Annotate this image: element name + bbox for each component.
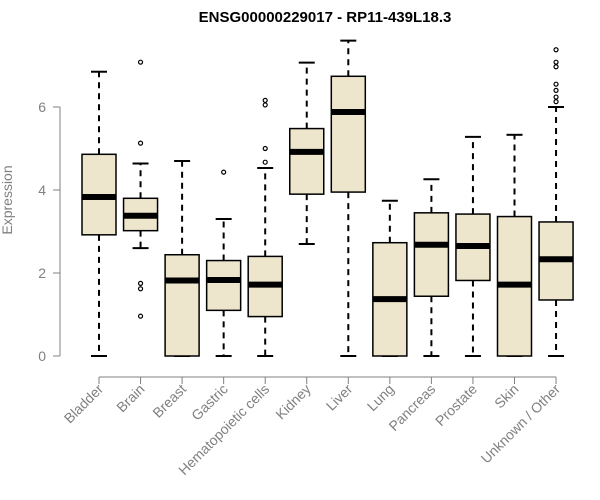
outlier-point <box>553 64 559 70</box>
x-tick-label: Unknown / Other <box>478 381 564 467</box>
y-tick-label: 4 <box>38 182 46 198</box>
chart-title: ENSG00000229017 - RP11-439L18.3 <box>199 9 452 26</box>
x-tick-label: Brain <box>113 381 147 415</box>
x-tick-label: Skin <box>491 381 522 412</box>
outlier-point <box>553 59 559 65</box>
y-tick-label: 0 <box>38 348 46 364</box>
x-tick-label: Lung <box>364 381 397 414</box>
outlier-point <box>262 97 268 103</box>
outlier-point <box>553 47 559 53</box>
outlier-point <box>221 169 227 175</box>
outlier-point <box>553 81 559 87</box>
outlier-point <box>137 286 144 292</box>
box-liver <box>330 75 367 193</box>
outlier-point <box>553 99 559 105</box>
outlier-point <box>137 140 144 146</box>
outlier-point <box>137 59 144 65</box>
x-tick-label: Kidney <box>272 381 314 423</box>
box-gastric <box>205 259 242 312</box>
x-tick-label: Prostate <box>432 381 480 429</box>
outlier-point <box>553 87 559 94</box>
y-tick-label: 2 <box>38 265 46 281</box>
y-axis-label: Expression <box>0 165 15 234</box>
outlier-point <box>553 94 559 100</box>
box-kidney <box>289 127 325 195</box>
x-tick-label: Bladder <box>61 381 107 427</box>
outlier-point <box>262 159 268 165</box>
box-breast <box>164 253 200 357</box>
y-tick-label: 6 <box>38 99 46 115</box>
outlier-point <box>262 145 268 152</box>
x-tick-label: Breast <box>149 381 189 421</box>
box-pancreas <box>413 212 450 297</box>
x-tick-label: Liver <box>323 381 356 414</box>
outlier-point <box>137 313 144 319</box>
outlier-point <box>262 102 268 108</box>
outlier-point <box>137 280 144 286</box>
